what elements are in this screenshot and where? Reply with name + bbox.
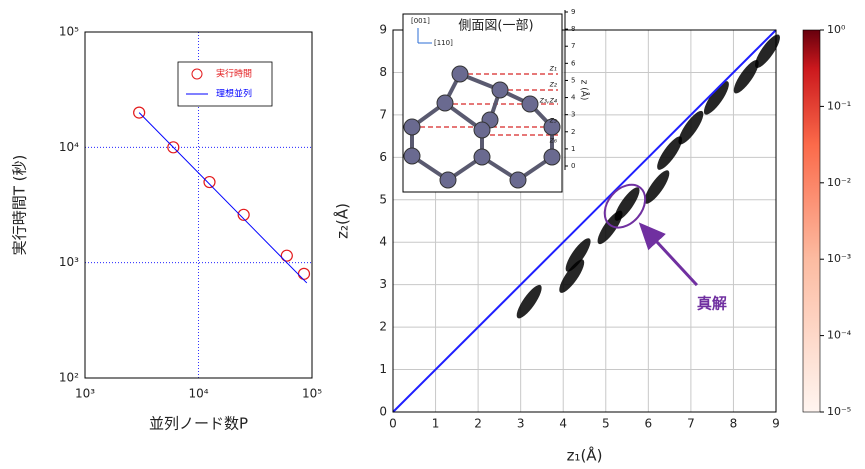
y-tick-label: 10³ (59, 255, 79, 269)
x-tick-label: 9 (772, 417, 780, 431)
colorbar-label: 10⁻¹ (827, 99, 851, 112)
colorbar-label: 10⁰ (827, 23, 846, 36)
z-label: z₂ (549, 80, 558, 89)
y-axis-label: 実行時間T (秒) (11, 155, 29, 256)
inset: [001] [110] 側面図(一部) z (Å) 0 1 2 3 4 5 6 7 8 9 z₁ z₂… (403, 8, 591, 192)
x-tick-label: 4 (559, 417, 567, 431)
ideal-line (139, 113, 307, 283)
annotation-text: 真解 (697, 295, 727, 313)
y-tick-label: 7 (379, 107, 387, 121)
y-tick-label: 1 (379, 362, 387, 376)
x-axis-label: 並列ノード数P (149, 415, 248, 433)
y-tick-label: 8 (379, 65, 387, 79)
y-tick-label: 0 (379, 405, 387, 419)
y-tick-label: 3 (379, 277, 387, 291)
y-axis-label: z₂(Å) (333, 203, 352, 239)
z-label: z₁ (549, 64, 557, 73)
legend-label: 実行時間 (216, 68, 252, 80)
x-tick-label: 7 (687, 417, 695, 431)
x-tick-label: 8 (730, 417, 738, 431)
inset-tick-label: 9 (571, 8, 575, 16)
inset-ylabel: z (Å) (579, 80, 591, 101)
point (298, 268, 309, 279)
x-tick-label: 10⁴ (188, 387, 208, 401)
inset-title: 側面図(一部) (458, 19, 533, 34)
y-tick-label: 10⁴ (59, 140, 79, 154)
y-tick-label: 2 (379, 320, 387, 334)
inset-tick-label: 0 (571, 162, 575, 170)
page: {"chart_data": [ {"type": "scatter", "xl… (0, 0, 865, 469)
left-chart: 10³ 10⁴ 10⁵ 10² 10³ 10⁴ 10⁵ 並列ノード数P 実行時間T (秒) 実行時… (11, 25, 323, 433)
inset-axis-label: [110] (434, 39, 453, 47)
inset-tick-label: 1 (571, 145, 575, 153)
legend-label: 理想並列 (216, 88, 252, 100)
colorbar-label: 10⁻⁴ (827, 329, 852, 342)
colorbar-label: 10⁻³ (827, 252, 851, 265)
density-blob (700, 78, 733, 118)
y-tick-label: 6 (379, 150, 387, 164)
point (281, 250, 292, 261)
point (204, 177, 215, 188)
x-tick-label: 2 (474, 417, 482, 431)
inset-tick-label: 5 (571, 76, 575, 84)
inset-tick-label: 3 (571, 111, 575, 119)
x-axis-label: z₁(Å) (567, 446, 603, 465)
z-label: z₃,z₄ (539, 96, 558, 105)
inset-tick-label: 6 (571, 59, 576, 67)
inset-tick-label: 7 (571, 42, 575, 50)
inset-axis-label: [001] (411, 17, 430, 25)
x-tick-label: 10³ (75, 387, 95, 401)
x-tick-label: 5 (602, 417, 610, 431)
y-tick-label: 4 (379, 235, 387, 249)
annotation-arrow (647, 231, 697, 285)
inset-tick-label: 4 (571, 94, 576, 102)
colorbar (803, 30, 820, 412)
x-tick-label: 10⁵ (302, 387, 322, 401)
z-label: z₅ (549, 116, 557, 125)
x-tick-label: 1 (432, 417, 440, 431)
y-tick-label: 10⁵ (59, 25, 79, 39)
y-tick-label: 5 (379, 192, 387, 206)
inset-tick-label: 2 (571, 128, 575, 136)
x-tick-label: 3 (517, 417, 525, 431)
colorbar-label: 10⁻² (827, 176, 851, 189)
x-tick-label: 0 (389, 417, 397, 431)
colorbar-label: 10⁻⁵ (827, 405, 851, 418)
y-tick-label: 9 (379, 23, 387, 37)
figure: 10³ 10⁴ 10⁵ 10² 10³ 10⁴ 10⁵ 並列ノード数P 実行時間T (秒) 実行時… (0, 0, 865, 469)
x-tick-label: 6 (645, 417, 653, 431)
z-label: z₆ (549, 136, 558, 145)
inset-tick-label: 8 (571, 25, 575, 33)
y-tick-label: 10² (59, 371, 79, 385)
